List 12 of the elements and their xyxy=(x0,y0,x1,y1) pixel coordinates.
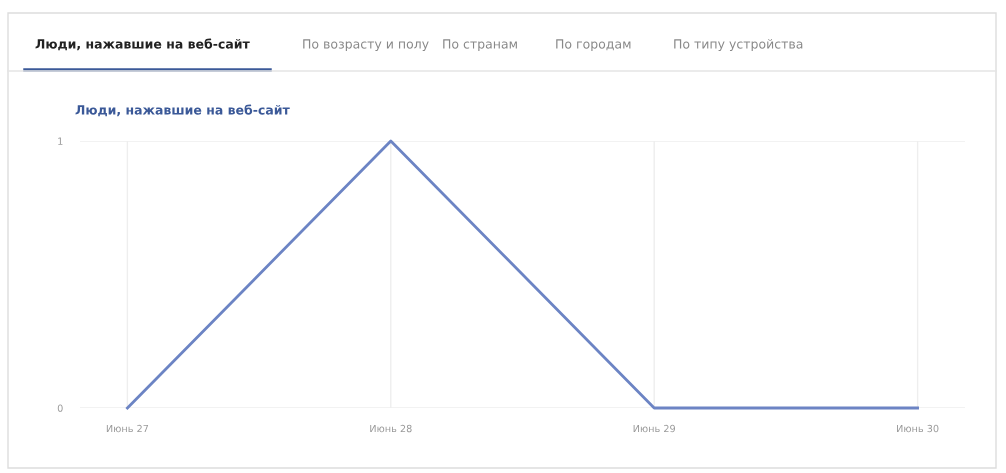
chart-title: Люди, нажавшие на веб-сайт xyxy=(75,104,290,117)
x-tick-label: Июнь 28 xyxy=(370,424,412,433)
y-tick-label: 0 xyxy=(57,404,63,412)
text: По странам xyxy=(443,39,517,52)
x-tick-label: Июнь 29 xyxy=(633,424,676,433)
x-tick-label: Июнь 30 xyxy=(897,424,939,433)
y-tick-label: 1 xyxy=(58,137,63,145)
text: Люди, нажавшие на веб-сайт xyxy=(35,38,250,51)
x-tick-label: Июнь 27 xyxy=(106,424,149,433)
text: По типу устройства xyxy=(674,39,803,52)
text: По городам xyxy=(556,39,631,52)
text: По возрасту и полу xyxy=(303,39,429,52)
